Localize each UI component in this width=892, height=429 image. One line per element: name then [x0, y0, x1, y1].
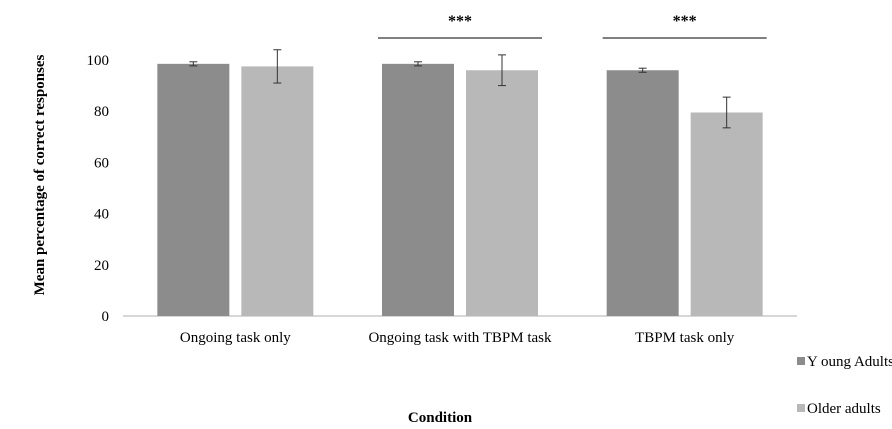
bar	[241, 66, 314, 317]
y-tick-label: 60	[94, 155, 109, 171]
legend-label: Older adults	[807, 401, 881, 417]
y-axis-title: Mean percentage of correct responses	[32, 54, 48, 295]
bar	[606, 70, 679, 317]
significance-label: ***	[673, 13, 697, 30]
plot-area: 0 20 40 60 80 100 Ongoing task only Ongoing tas…	[87, 13, 797, 346]
bar	[382, 63, 454, 317]
x-axis-title: Condition	[408, 410, 473, 426]
y-tick-label: 20	[94, 258, 109, 274]
y-tick-label: 40	[94, 207, 109, 223]
y-tick-label: 80	[94, 104, 109, 120]
bar	[466, 70, 538, 317]
legend: Y oung Adults Older adults	[797, 354, 892, 417]
legend-swatch	[797, 404, 805, 412]
x-tick-label: Ongoing task only	[180, 330, 291, 346]
bar	[157, 63, 230, 317]
y-tick-label: 100	[87, 53, 110, 69]
significance-label: ***	[448, 13, 472, 30]
x-tick-label: TBPM task only	[635, 330, 735, 346]
legend-swatch	[797, 357, 805, 365]
legend-label: Y oung Adults	[807, 354, 892, 370]
bar	[690, 112, 763, 316]
y-tick-label: 0	[102, 309, 110, 325]
x-tick-label: Ongoing task with TBPM task	[368, 330, 552, 346]
